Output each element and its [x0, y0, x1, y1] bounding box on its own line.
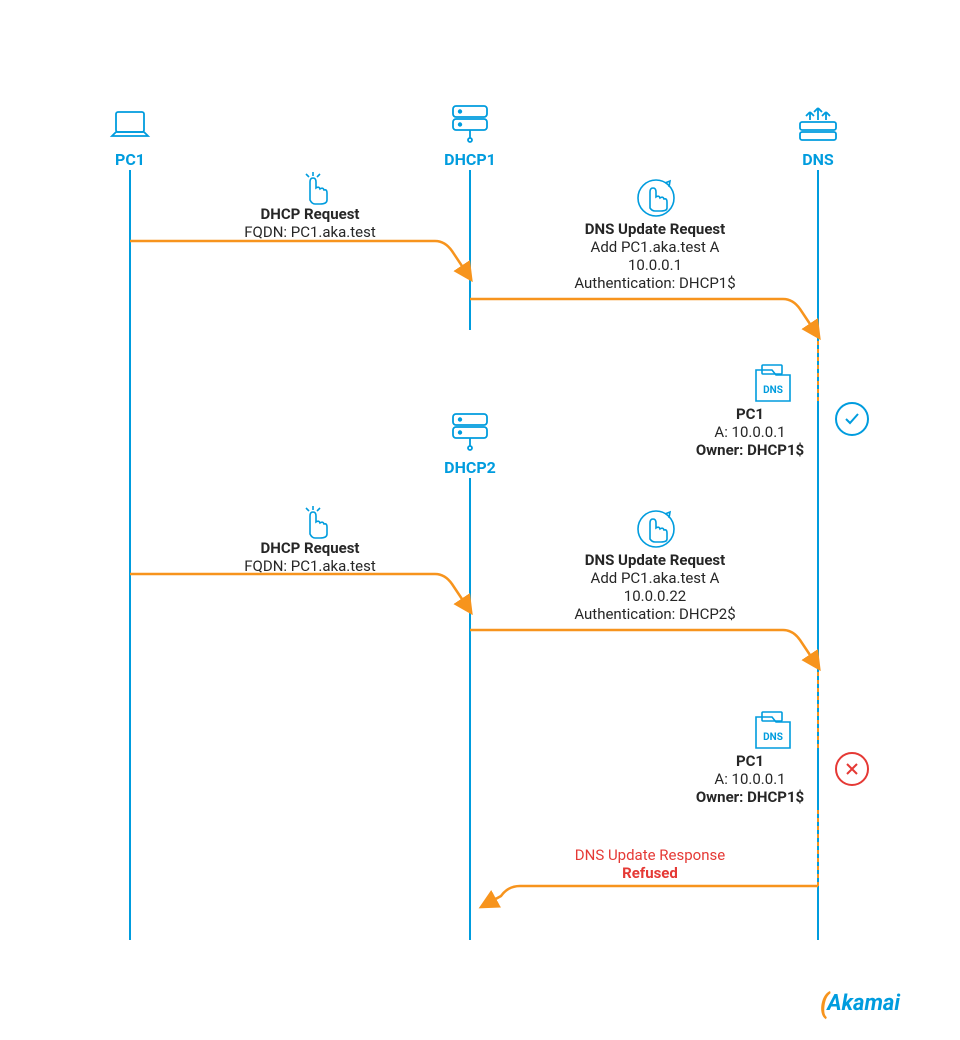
laptop-icon: [112, 112, 148, 136]
pointer-icon: [306, 506, 327, 538]
fail-badge-icon: [835, 752, 869, 786]
record-owner: Owner: DHCP1$: [690, 441, 810, 459]
svg-text:DNS: DNS: [763, 385, 783, 396]
akamai-logo: ( Akamai: [820, 987, 900, 1020]
dns-icon: [800, 108, 836, 140]
arrow-dhcp-request-1: [130, 241, 470, 278]
msg-title: DHCP Request: [200, 539, 420, 557]
msg-line: Add PC1.aka.test A: [545, 569, 765, 587]
actor-label-pc1: PC1: [110, 150, 150, 169]
actor-label-dhcp1: DHCP1: [440, 150, 500, 169]
record-hostname: PC1: [690, 752, 810, 770]
msg-title: DHCP Request: [200, 205, 420, 223]
record-hostname: PC1: [690, 405, 810, 423]
arrow-dns-update-2: [470, 630, 818, 667]
svg-text:DNS: DNS: [763, 732, 783, 743]
pointer-circle-icon: [638, 511, 674, 547]
pointer-circle-icon: [638, 180, 674, 216]
msg-title: DNS Update Request: [545, 551, 765, 569]
success-badge-icon: [835, 402, 869, 436]
server-icon: [453, 106, 487, 142]
msg-dhcp-request-2: DHCP Request FQDN: PC1.aka.test: [200, 539, 420, 575]
msg-line: 10.0.0.22: [545, 587, 765, 605]
msg-dns-update-2: DNS Update Request Add PC1.aka.test A 10…: [545, 551, 765, 623]
dns-file-icon: DNS: [756, 712, 790, 748]
msg-line: Add PC1.aka.test A: [545, 238, 765, 256]
actor-label-dns: DNS: [798, 150, 838, 169]
arrow-dhcp-request-2: [130, 574, 470, 611]
msg-line: 10.0.0.1: [545, 256, 765, 274]
record-owner: Owner: DHCP1$: [690, 788, 810, 806]
record-a: A: 10.0.0.1: [690, 770, 810, 788]
record-a: A: 10.0.0.1: [690, 423, 810, 441]
logo-text: Akamai: [827, 991, 900, 1016]
msg-line: FQDN: PC1.aka.test: [200, 557, 420, 575]
response-title: DNS Update Response: [540, 846, 760, 864]
dns-file-icon: DNS: [756, 365, 790, 401]
response-status: Refused: [540, 864, 760, 882]
msg-dns-response: DNS Update Response Refused: [540, 846, 760, 882]
msg-line: Authentication: DHCP2$: [545, 605, 765, 623]
msg-title: DNS Update Request: [545, 220, 765, 238]
actor-label-dhcp2: DHCP2: [440, 458, 500, 477]
dns-record-2: PC1 A: 10.0.0.1 Owner: DHCP1$: [690, 752, 810, 806]
server-icon: [453, 414, 487, 450]
pointer-icon: [306, 172, 327, 204]
msg-dns-update-1: DNS Update Request Add PC1.aka.test A 10…: [545, 220, 765, 292]
arrow-dns-update-1: [470, 299, 818, 336]
msg-line: Authentication: DHCP1$: [545, 274, 765, 292]
msg-line: FQDN: PC1.aka.test: [200, 223, 420, 241]
dns-record-1: PC1 A: 10.0.0.1 Owner: DHCP1$: [690, 405, 810, 459]
msg-dhcp-request-1: DHCP Request FQDN: PC1.aka.test: [200, 205, 420, 241]
arrow-dns-response: [483, 886, 818, 906]
